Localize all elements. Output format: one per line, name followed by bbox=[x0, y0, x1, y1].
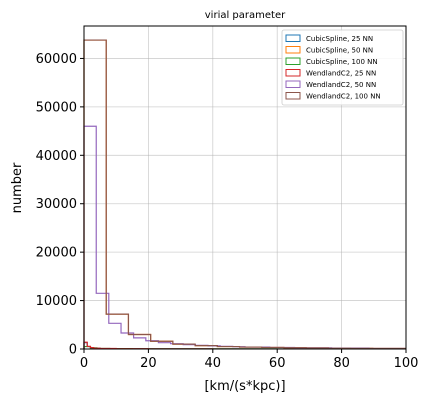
legend-label: WendlandC2, 50 NN bbox=[306, 81, 376, 89]
legend-label: WendlandC2, 25 NN bbox=[306, 70, 376, 78]
legend-swatch bbox=[285, 92, 301, 100]
legend-swatch bbox=[285, 34, 301, 42]
legend-label: CubicSpline, 50 NN bbox=[306, 47, 373, 55]
legend-label: CubicSpline, 25 NN bbox=[306, 35, 373, 43]
x-tick-label: 100 bbox=[394, 356, 419, 371]
legend-swatch bbox=[285, 80, 301, 88]
y-tick-label: 30000 bbox=[36, 197, 77, 212]
plot-area-frame bbox=[83, 25, 407, 350]
legend-box bbox=[281, 29, 404, 106]
y-tick-label: 50000 bbox=[36, 100, 77, 115]
y-axis-label: number bbox=[10, 162, 25, 213]
legend: CubicSpline, 25 NN CubicSpline, 50 NN Cubi… bbox=[281, 29, 404, 106]
y-tick-label: 0 bbox=[69, 343, 77, 358]
legend-swatch bbox=[285, 57, 301, 65]
series-5-step-line bbox=[83, 39, 406, 350]
legend-label: WendlandC2, 100 NN bbox=[306, 93, 381, 101]
grid-lines bbox=[83, 26, 407, 350]
x-tick-label: 40 bbox=[205, 356, 222, 371]
legend-label: CubicSpline, 100 NN bbox=[306, 58, 378, 66]
y-tick-label: 10000 bbox=[36, 294, 77, 309]
y-tick-label: 40000 bbox=[36, 149, 77, 164]
axis-ticks: 0 20 40 60 80 100 0 10000 20000 30000 40000 50000 60… bbox=[36, 52, 419, 371]
x-tick-label: 60 bbox=[269, 356, 286, 371]
chart-title: virial parameter bbox=[205, 10, 286, 21]
x-tick-label: 80 bbox=[333, 356, 350, 371]
legend-swatch bbox=[285, 46, 301, 54]
x-axis-label: [km/(s*kpc)] bbox=[204, 379, 285, 394]
legend-swatch bbox=[285, 69, 301, 77]
y-tick-label: 20000 bbox=[36, 246, 77, 261]
x-tick-label: 20 bbox=[140, 356, 157, 371]
y-tick-label: 60000 bbox=[36, 52, 77, 67]
x-tick-label: 0 bbox=[80, 356, 88, 371]
